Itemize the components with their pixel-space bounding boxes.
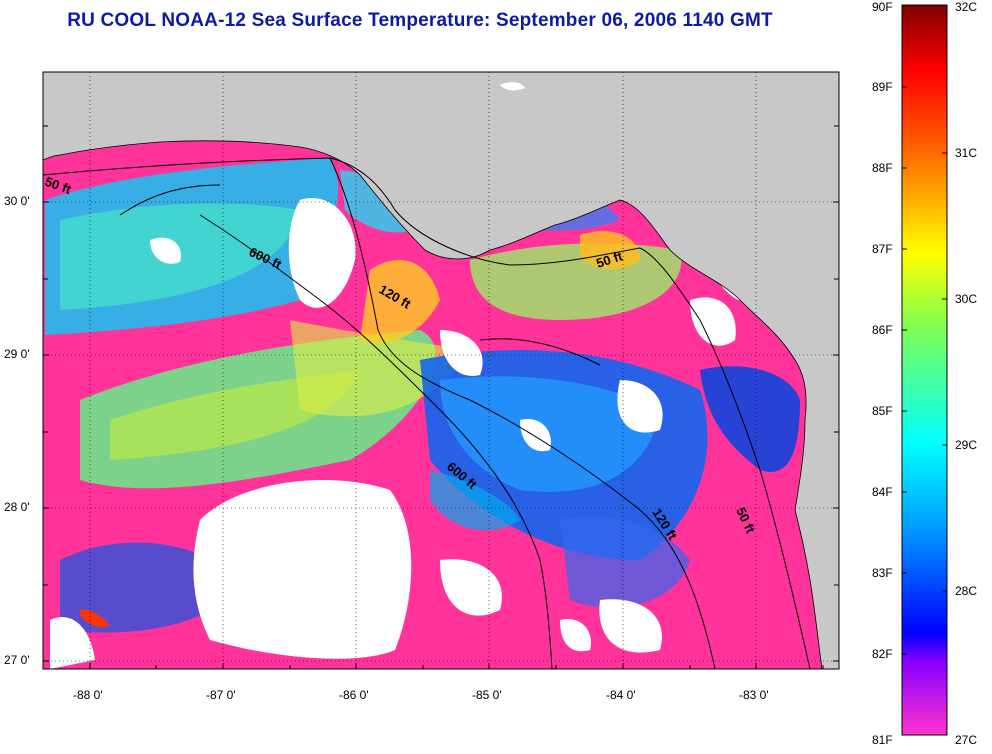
colorbar-c-label: 28C xyxy=(955,584,978,598)
colorbar-c-label: 31C xyxy=(955,146,978,160)
colorbar-c-label: 32C xyxy=(955,0,978,14)
colorbar-f-label: 90F xyxy=(872,0,893,14)
graticule xyxy=(43,72,839,669)
lon-tick-label: -87 0' xyxy=(206,688,236,702)
colorbar-f-label: 84F xyxy=(872,485,893,499)
map-frame xyxy=(42,71,840,670)
axis-ticks xyxy=(43,125,839,669)
lon-tick-label: -83 0' xyxy=(739,688,769,702)
lat-tick-label: 30 0' xyxy=(4,194,30,208)
colorbar-c-label: 30C xyxy=(955,292,978,306)
colorbar-c-label: 27C xyxy=(955,733,978,747)
lat-tick-label: 28 0' xyxy=(4,500,30,514)
colorbar-f-label: 81F xyxy=(872,733,893,747)
colorbar-f-label: 87F xyxy=(872,242,893,256)
lon-tick-label: -84 0' xyxy=(606,688,636,702)
colorbar-ticks xyxy=(902,86,947,655)
lat-tick-label: 27 0' xyxy=(4,653,30,667)
lon-tick-label: -86 0' xyxy=(339,688,369,702)
lon-tick-label: -85 0' xyxy=(472,688,502,702)
map-title: RU COOL NOAA-12 Sea Surface Temperature:… xyxy=(67,10,773,31)
bathymetry-contours xyxy=(43,157,811,669)
colorbar-f-label: 89F xyxy=(872,80,893,94)
colorbar-c-label: 29C xyxy=(955,438,978,452)
cloud-speck xyxy=(500,82,525,91)
colorbar-f-label: 86F xyxy=(872,323,893,337)
colorbar-f-label: 88F xyxy=(872,161,893,175)
colorbar xyxy=(901,4,948,736)
colorbar-f-label: 85F xyxy=(872,404,893,418)
lon-tick-label: -88 0' xyxy=(73,688,103,702)
lat-tick-label: 29 0' xyxy=(4,347,30,361)
colorbar-f-label: 82F xyxy=(872,647,893,661)
land-mass xyxy=(43,72,839,669)
colorbar-f-label: 83F xyxy=(872,566,893,580)
